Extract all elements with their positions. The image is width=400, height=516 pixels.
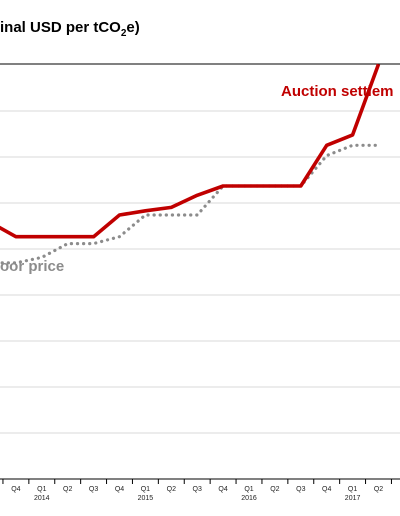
x-tick-label: Q4 xyxy=(322,486,331,493)
x-year-label: 2017 xyxy=(345,495,361,502)
gridlines xyxy=(0,110,400,434)
x-tick-label: Q2 xyxy=(167,486,176,493)
x-tick-label: Q4 xyxy=(11,486,20,493)
x-tick-label: Q4 xyxy=(115,486,124,493)
settlement-price-line xyxy=(0,63,381,239)
floor-price-line xyxy=(0,143,381,265)
x-tick-label: Q2 xyxy=(270,486,279,493)
x-tick-label: Q2 xyxy=(63,486,72,493)
chart-title-main: inal USD per tCO xyxy=(0,19,121,36)
chart-title: inal USD per tCO2e) xyxy=(0,19,140,39)
x-tick-label: Q3 xyxy=(296,486,305,493)
x-year-label: 2015 xyxy=(138,495,154,502)
x-tick-label: Q1 xyxy=(37,486,46,493)
x-tick-label: Q2 xyxy=(374,486,383,493)
x-tick-label: Q3 xyxy=(89,486,98,493)
chart-title-end: e) xyxy=(126,19,139,36)
x-tick-label: Q3 xyxy=(193,486,202,493)
x-tick-label: Q1 xyxy=(141,486,150,493)
chart-title-subscript: 2 xyxy=(121,28,127,39)
settlement-price-label: Auction settlem xyxy=(281,83,394,100)
x-tick-label: Q4 xyxy=(218,486,227,493)
x-axis: Q4 Q1 Q2 Q3 Q4 Q1 Q2 Q3 Q4 Q1 Q2 Q3 Q4 Q1 Q2 2014 2015 20… xyxy=(0,478,400,502)
x-tick-label: Q1 xyxy=(348,486,357,493)
x-year-label: 2016 xyxy=(241,495,257,502)
floor-price-label: oor price xyxy=(0,258,64,275)
series-group xyxy=(0,63,381,265)
x-tick-label: Q1 xyxy=(244,486,253,493)
x-year-label: 2014 xyxy=(34,495,50,502)
series-labels: Auction settlem oor price xyxy=(0,83,394,275)
